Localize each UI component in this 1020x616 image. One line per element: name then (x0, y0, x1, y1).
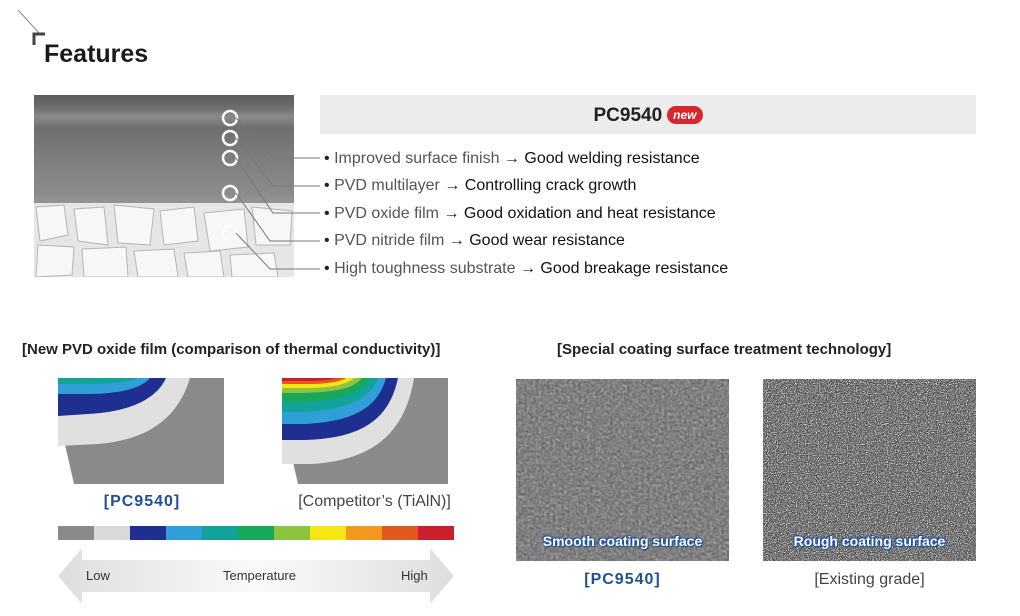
rough-surface-image: Rough coating surface (763, 379, 976, 561)
scale-swatch (94, 526, 130, 540)
smooth-surface-image: Smooth coating surface (516, 379, 729, 561)
feature-item: • PVD multilayer → Controlling crack gro… (324, 177, 637, 194)
pc9540-surface-caption: [PC9540] (584, 571, 661, 588)
feature-item: • PVD nitride film → Good wear resistanc… (324, 232, 625, 249)
scale-high-label: High (401, 568, 428, 583)
scale-swatch (202, 526, 238, 540)
thermal-section-title: [New PVD oxide film (comparison of therm… (22, 341, 441, 358)
existing-grade-caption: [Existing grade] (814, 571, 925, 588)
scale-temperature-label: Temperature (223, 568, 296, 583)
surface-section-title: [Special coating surface treatment techn… (557, 341, 892, 358)
scale-swatch (238, 526, 274, 540)
temperature-arrow (58, 548, 454, 604)
scale-swatch (346, 526, 382, 540)
scale-swatch (418, 526, 454, 540)
feature-item: • High toughness substrate → Good breaka… (324, 260, 729, 277)
coating-cross-section-image (34, 95, 294, 277)
feature-leader-lines (235, 117, 320, 270)
scale-swatch (310, 526, 346, 540)
smooth-surface-label: Smooth coating surface (542, 533, 703, 549)
scale-swatch (382, 526, 418, 540)
scale-swatch (166, 526, 202, 540)
scale-swatch (130, 526, 166, 540)
competitor-thermal-image (282, 378, 448, 484)
feature-item: • Improved surface finish → Good welding… (324, 150, 700, 167)
new-badge: new (667, 106, 703, 124)
scale-swatch (58, 526, 94, 540)
page-title: Features (44, 40, 149, 68)
competitor-thermal-caption: [Competitor’s (TiAlN)] (298, 493, 451, 510)
rough-surface-label: Rough coating surface (793, 533, 946, 549)
temperature-color-scale (58, 526, 454, 540)
title-corner-mark (18, 10, 45, 45)
product-header-bar: PC9540 new (320, 95, 976, 134)
pc9540-thermal-image (58, 378, 224, 484)
pc9540-thermal-caption: [PC9540] (103, 493, 181, 510)
product-name: PC9540 (593, 105, 663, 126)
feature-item: • PVD oxide film → Good oxidation and he… (324, 205, 716, 222)
scale-low-label: Low (86, 568, 110, 583)
scale-swatch (274, 526, 310, 540)
